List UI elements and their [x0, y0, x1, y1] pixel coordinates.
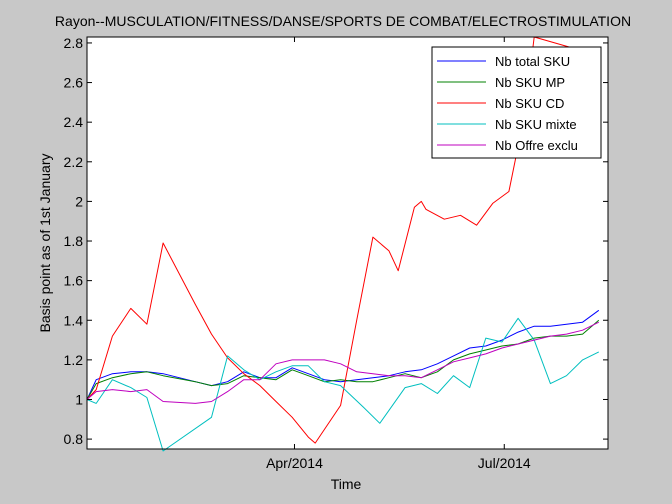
y-tick-label: 1.6 — [64, 273, 84, 289]
y-ticks: 0.8 1 1.2 1.4 1.6 1.8 2 2.2 2.4 2.6 2.8 — [64, 35, 608, 447]
y-tick-label: 1 — [75, 391, 83, 407]
y-tick-label: 2 — [75, 193, 83, 209]
y-tick-label: 2.8 — [64, 35, 84, 51]
y-tick-label: 2.6 — [64, 75, 84, 91]
series-line-4 — [86, 317, 600, 452]
series-line-3 — [86, 36, 600, 444]
legend: Nb total SKU Nb SKU MP Nb SKU CD Nb SKU mix… — [431, 46, 602, 159]
series-layer — [86, 36, 600, 452]
x-tick-label: Apr/2014 — [266, 455, 323, 471]
legend-label: Nb Offre exclu — [495, 138, 578, 153]
legend-items: Nb total SKU Nb SKU MP Nb SKU CD Nb SKU mix… — [437, 54, 578, 153]
y-tick-label: 1.8 — [64, 233, 84, 249]
y-axis-label: Basis point as of 1st January — [37, 154, 53, 333]
y-tick-label: 1.2 — [64, 352, 84, 368]
chart-title: Rayon--MUSCULATION/FITNESS/DANSE/SPORTS … — [55, 13, 631, 29]
y-tick-label: 0.8 — [64, 431, 84, 447]
x-ticks: Apr/2014 Jul/2014 — [266, 37, 531, 471]
y-tick-label: 2.2 — [64, 154, 84, 170]
series-line-5 — [86, 321, 600, 404]
y-tick-label: 2.4 — [64, 114, 84, 130]
x-tick-label: Jul/2014 — [478, 455, 531, 471]
legend-label: Nb SKU MP — [495, 75, 565, 90]
y-tick-label: 1.4 — [64, 312, 84, 328]
legend-label: Nb total SKU — [495, 54, 570, 69]
x-axis-label: Time — [331, 476, 362, 492]
plot-frame — [86, 36, 609, 450]
legend-label: Nb SKU CD — [495, 96, 564, 111]
legend-label: Nb SKU mixte — [495, 117, 577, 132]
